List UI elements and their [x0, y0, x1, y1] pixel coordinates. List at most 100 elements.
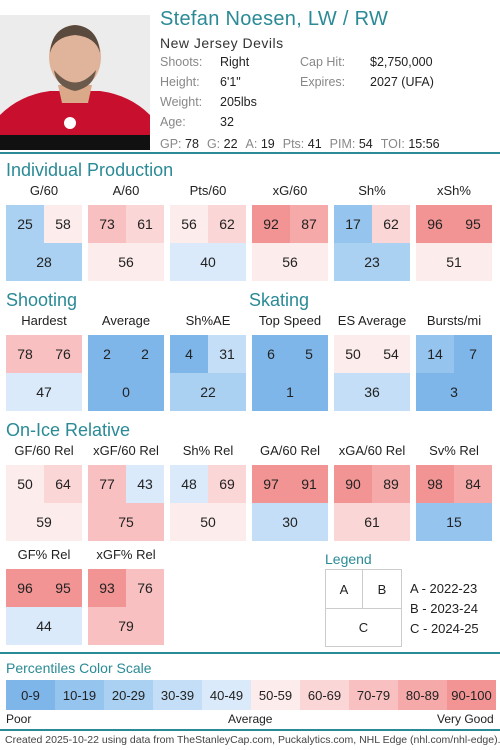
scale-bin: 30-39	[153, 680, 202, 710]
metric-card-title: ES Average	[337, 313, 407, 328]
metric-cell-c: 56	[88, 243, 164, 281]
stat-label: GP:	[160, 137, 182, 151]
metric-cell-b: 76	[126, 569, 164, 607]
metric-cell-c: 23	[334, 243, 410, 281]
metric-cell-a: 17	[334, 205, 372, 243]
metric-cell-b: 64	[44, 465, 82, 503]
scale-bin: 40-49	[202, 680, 251, 710]
metric-cell-b: 61	[126, 205, 164, 243]
scale-divider	[0, 652, 500, 654]
metric-cell-c: 28	[6, 243, 82, 281]
metric-cell-a: 14	[416, 335, 454, 373]
stat-value: 78	[185, 137, 199, 151]
metric-cell-a: 93	[88, 569, 126, 607]
metric-card-title: xGF% Rel	[96, 547, 156, 562]
metric-cell-a: 97	[252, 465, 290, 503]
metric-cell-b: 7	[454, 335, 492, 373]
scale-label-average: Average	[228, 712, 273, 726]
metric-cell-c: 79	[88, 607, 164, 645]
metric-card-title: Average	[101, 313, 151, 328]
scale-bin: 60-69	[300, 680, 349, 710]
metric-card: Sh% Rel 48 69 50	[170, 443, 246, 541]
legend-text-b: B - 2023-24	[410, 601, 478, 616]
metric-cell-a: 48	[170, 465, 208, 503]
metric-cell-b: 69	[208, 465, 246, 503]
metric-cell-c: 0	[88, 373, 164, 411]
metric-card: GF/60 Rel 50 64 59	[6, 443, 82, 541]
metric-card-title: A/60	[112, 183, 140, 198]
metric-cell-b: 2	[126, 335, 164, 373]
scale-bin: 20-29	[104, 680, 153, 710]
stat-label: PIM:	[329, 137, 356, 151]
player-headshot-icon	[0, 15, 150, 150]
metric-cell-b: 43	[126, 465, 164, 503]
contract-value: 2027 (UFA)	[370, 75, 434, 89]
info-label: Shoots:	[160, 55, 203, 69]
metric-cell-a: 96	[6, 569, 44, 607]
legend-text-a: A - 2022-23	[410, 581, 478, 596]
metric-card: xG/60 92 87 56	[252, 183, 328, 281]
metric-cell-b: 84	[454, 465, 492, 503]
metric-card-title: xSh%	[437, 183, 471, 198]
metric-card-title: Hardest	[21, 313, 67, 328]
metric-cell-c: 47	[6, 373, 82, 411]
stat-label: G:	[206, 137, 221, 151]
info-label: Height:	[160, 75, 200, 89]
metric-cell-a: 78	[6, 335, 44, 373]
metric-card-title: GA/60 Rel	[260, 443, 320, 458]
scale-label-very-good: Very Good	[437, 712, 494, 726]
scale-bin: 80-89	[398, 680, 447, 710]
metric-cell-b: 31	[208, 335, 246, 373]
season-statline: GP: 78 G: 22 A: 19 Pts: 41 PIM: 54 TOI: 15:56	[160, 137, 448, 151]
metric-card-title: Bursts/mi	[426, 313, 482, 328]
contract-label: Cap Hit:	[300, 55, 346, 69]
metric-card-title: Sh%AE	[185, 313, 231, 328]
metric-cell-a: 50	[334, 335, 372, 373]
stat-label: TOI:	[380, 137, 405, 151]
metric-cell-a: 90	[334, 465, 372, 503]
section-title-skating: Skating	[249, 290, 310, 310]
metric-cell-c: 59	[6, 503, 82, 541]
metric-cell-c: 61	[334, 503, 410, 541]
metric-card: Hardest 78 76 47	[6, 313, 82, 411]
stat-value: 19	[260, 137, 275, 151]
metric-cell-b: 95	[44, 569, 82, 607]
stat-value: 15:56	[408, 137, 440, 151]
header-divider	[0, 152, 500, 154]
scale-bin: 10-19	[55, 680, 104, 710]
metric-card-title: xGF/60 Rel	[93, 443, 159, 458]
metric-cell-c: 56	[252, 243, 328, 281]
stat-value: 41	[307, 137, 322, 151]
metric-card: xGA/60 Rel 90 89 61	[334, 443, 410, 541]
metric-cell-b: 62	[372, 205, 410, 243]
metric-card-title: GF/60 Rel	[14, 443, 74, 458]
info-value: 205lbs	[220, 95, 257, 109]
metric-cell-c: 40	[170, 243, 246, 281]
metric-cell-b: 91	[290, 465, 328, 503]
metric-cell-a: 4	[170, 335, 208, 373]
legend-box-c: C	[325, 608, 402, 647]
metric-card: G/60 25 58 28	[6, 183, 82, 281]
player-photo	[0, 15, 150, 150]
stat-value: 22	[223, 137, 238, 151]
stat-label: A:	[245, 137, 258, 151]
metric-card-title: Top Speed	[258, 313, 322, 328]
metric-card-title: xG/60	[272, 183, 308, 198]
metric-card: GA/60 Rel 97 91 30	[252, 443, 328, 541]
footer-divider	[0, 729, 500, 731]
metric-cell-c: 44	[6, 607, 82, 645]
metric-cell-b: 87	[290, 205, 328, 243]
info-value: 6'1"	[220, 75, 241, 89]
metric-cell-c: 75	[88, 503, 164, 541]
metric-cell-c: 22	[170, 373, 246, 411]
metric-cell-b: 95	[454, 205, 492, 243]
metric-cell-b: 89	[372, 465, 410, 503]
metric-card-title: Sh% Rel	[182, 443, 234, 458]
metric-card-title: Sv% Rel	[429, 443, 479, 458]
metric-card: Bursts/mi 14 7 3	[416, 313, 492, 411]
scale-bin: 50-59	[251, 680, 300, 710]
metric-cell-a: 98	[416, 465, 454, 503]
metric-card: ES Average 50 54 36	[334, 313, 410, 411]
stat-value: 54	[358, 137, 373, 151]
metric-card: xSh% 96 95 51	[416, 183, 492, 281]
